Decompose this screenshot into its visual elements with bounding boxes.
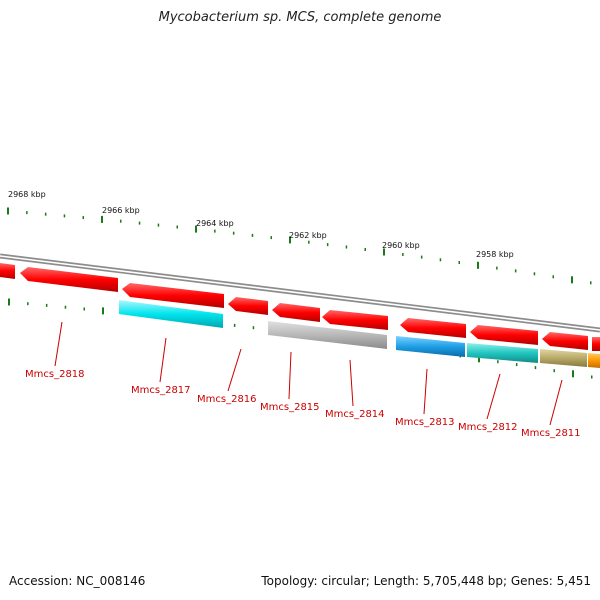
- feature-band-gray[interactable]: [268, 321, 387, 349]
- minor-tick: [176, 225, 178, 229]
- gene-label-mmcs-2817[interactable]: Mmcs_2817: [131, 385, 191, 396]
- gene-arrow-red[interactable]: [470, 325, 538, 345]
- gene-label-mmcs-2815[interactable]: Mmcs_2815: [260, 402, 320, 413]
- minor-tick: [514, 269, 517, 273]
- minor-tick: [553, 369, 555, 373]
- minor-tick: [233, 323, 236, 327]
- gene-arrow-red[interactable]: [592, 337, 600, 351]
- gene-label-mmcs-2816[interactable]: Mmcs_2816: [197, 394, 257, 405]
- topology-text: Topology: circular; Length: 5,705,448 bp…: [261, 574, 591, 588]
- feature-band-blue[interactable]: [396, 336, 465, 357]
- minor-tick: [120, 219, 122, 223]
- gene-arrow-red[interactable]: [0, 263, 15, 279]
- minor-tick: [591, 375, 593, 379]
- map-title: Mycobacterium sp. MCS, complete genome: [158, 10, 442, 25]
- minor-tick: [497, 360, 499, 364]
- minor-tick: [64, 305, 67, 309]
- gene-label-mmcs-2812[interactable]: Mmcs_2812: [458, 422, 518, 433]
- label-leaders: [54, 321, 563, 426]
- minor-tick: [83, 307, 85, 311]
- minor-tick: [402, 253, 404, 256]
- feature-track: [119, 300, 600, 368]
- minor-tick: [63, 214, 66, 218]
- minor-tick: [590, 281, 592, 285]
- minor-tick: [26, 211, 28, 215]
- minor-tick: [534, 366, 537, 370]
- gene-arrow-red[interactable]: [322, 310, 388, 330]
- scale-label-2968: 2968 kbp: [8, 190, 46, 199]
- feature-band-cyan[interactable]: [119, 300, 223, 328]
- major-tick: [101, 215, 103, 223]
- minor-tick: [157, 223, 160, 227]
- minor-tick: [251, 233, 254, 237]
- major-tick: [102, 307, 104, 315]
- gene-arrow-red[interactable]: [400, 318, 466, 338]
- minor-tick: [138, 221, 141, 225]
- minor-tick: [44, 212, 47, 216]
- outer-scale-ticks: [7, 207, 592, 285]
- minor-tick: [308, 240, 310, 244]
- forward-strand-genes: [0, 263, 600, 351]
- major-tick: [7, 207, 9, 215]
- minor-tick: [27, 302, 29, 306]
- gene-label-mmcs-2813[interactable]: Mmcs_2813: [395, 417, 455, 428]
- minor-tick: [252, 326, 255, 330]
- major-tick: [477, 261, 479, 269]
- gene-label-mmcs-2818[interactable]: Mmcs_2818: [25, 369, 85, 380]
- feature-band-teal[interactable]: [467, 343, 538, 363]
- gene-arrow-red[interactable]: [20, 267, 118, 292]
- minor-tick: [420, 255, 423, 259]
- minor-tick: [326, 243, 329, 247]
- gene-label-mmcs-2811[interactable]: Mmcs_2811: [521, 428, 581, 439]
- scale-label-2966: 2966 kbp: [102, 206, 140, 215]
- major-tick: [571, 276, 573, 284]
- minor-tick: [270, 236, 272, 240]
- gene-arrow-red[interactable]: [272, 303, 320, 322]
- major-tick: [478, 355, 480, 363]
- gene-arrow-red[interactable]: [542, 332, 588, 350]
- minor-tick: [496, 266, 498, 270]
- minor-tick: [82, 216, 84, 220]
- major-tick: [289, 236, 291, 244]
- minor-tick: [345, 245, 348, 249]
- accession-text: Accession: NC_008146: [9, 574, 146, 588]
- major-tick: [8, 298, 10, 306]
- minor-tick: [214, 229, 216, 233]
- minor-tick: [232, 231, 235, 235]
- feature-band-olive[interactable]: [540, 349, 587, 367]
- major-tick: [383, 248, 385, 256]
- major-tick: [195, 225, 197, 233]
- gene-arrow-red[interactable]: [122, 283, 224, 308]
- minor-tick: [45, 303, 48, 307]
- feature-band-orange[interactable]: [588, 353, 600, 368]
- scale-label-2964: 2964 kbp: [196, 219, 234, 228]
- minor-tick: [364, 248, 366, 251]
- minor-tick: [439, 258, 442, 262]
- gene-label-mmcs-2814[interactable]: Mmcs_2814: [325, 409, 385, 420]
- scale-label-2962: 2962 kbp: [289, 231, 327, 240]
- scale-label-2960: 2960 kbp: [382, 241, 420, 250]
- scale-label-2958: 2958 kbp: [476, 250, 514, 259]
- minor-tick: [458, 261, 460, 264]
- minor-tick: [515, 363, 518, 367]
- major-tick: [572, 370, 574, 378]
- backbone: [0, 253, 600, 333]
- gene-arrow-red[interactable]: [228, 297, 268, 315]
- minor-tick: [552, 275, 554, 279]
- minor-tick: [533, 272, 536, 276]
